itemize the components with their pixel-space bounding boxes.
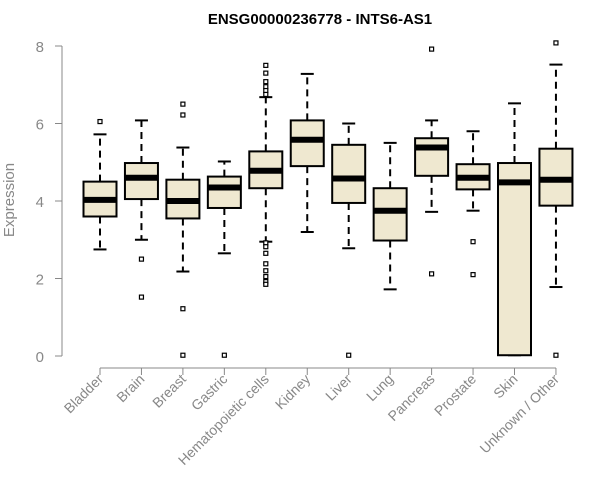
outlier-point bbox=[138, 294, 145, 300]
boxes-group bbox=[82, 40, 574, 358]
x-tick-label: Lung bbox=[363, 371, 396, 404]
outlier-point bbox=[263, 250, 269, 256]
x-tick-label: Kidney bbox=[272, 371, 314, 413]
box-6 bbox=[289, 72, 325, 233]
box-iqr bbox=[414, 137, 450, 177]
box-11 bbox=[497, 102, 532, 357]
x-tick-label: Skin bbox=[490, 371, 521, 402]
y-axis: 0 2 4 6 8 bbox=[36, 39, 63, 366]
x-tick-label: Bladder bbox=[61, 371, 107, 417]
outlier-point bbox=[263, 79, 269, 85]
outlier-point bbox=[263, 91, 269, 98]
y-tick-label: 6 bbox=[36, 117, 44, 134]
y-tick-label: 8 bbox=[36, 39, 44, 56]
outlier-point bbox=[263, 273, 269, 280]
outlier-point bbox=[180, 306, 186, 312]
outlier-point bbox=[263, 281, 269, 287]
outlier-point bbox=[138, 256, 145, 262]
box-3 bbox=[165, 101, 201, 358]
outlier-point bbox=[553, 40, 559, 46]
outlier-point bbox=[346, 352, 352, 358]
y-tick-label: 4 bbox=[36, 194, 44, 211]
outlier-point bbox=[180, 352, 186, 358]
box-4 bbox=[206, 160, 242, 358]
outlier-point bbox=[429, 46, 435, 52]
box-9 bbox=[414, 46, 450, 277]
y-tick-label: 0 bbox=[36, 349, 44, 366]
box-12 bbox=[538, 40, 574, 358]
outlier-point bbox=[263, 70, 269, 76]
box-iqr bbox=[372, 187, 408, 242]
box-1 bbox=[82, 118, 118, 251]
outlier-point bbox=[263, 62, 269, 68]
x-tick-label: Brain bbox=[113, 371, 147, 405]
outlier-point bbox=[180, 112, 186, 118]
box-iqr bbox=[289, 119, 325, 168]
box-2 bbox=[123, 119, 159, 300]
x-tick-label: Prostate bbox=[431, 371, 479, 419]
y-axis-label: Expression bbox=[1, 163, 18, 237]
x-tick-label: Unknown / Other bbox=[476, 371, 562, 457]
outlier-point bbox=[263, 244, 269, 250]
outlier-point bbox=[180, 101, 186, 107]
outlier-point bbox=[470, 272, 476, 278]
x-tick-label: Liver bbox=[322, 371, 355, 404]
outlier-point bbox=[429, 271, 435, 277]
outlier-point bbox=[221, 352, 227, 358]
chart-title: ENSG00000236778 - INTS6-AS1 bbox=[208, 11, 432, 28]
box-iqr bbox=[123, 162, 159, 201]
y-tick-label: 2 bbox=[36, 272, 44, 289]
box-iqr bbox=[497, 162, 532, 357]
x-tick-label: Breast bbox=[149, 371, 189, 411]
outlier-point bbox=[97, 118, 103, 125]
box-iqr bbox=[331, 143, 367, 204]
outlier-point bbox=[263, 268, 269, 274]
box-8 bbox=[372, 141, 408, 291]
outlier-point bbox=[470, 239, 476, 245]
box-iqr bbox=[206, 175, 242, 209]
box-5 bbox=[248, 62, 284, 287]
box-10 bbox=[455, 130, 491, 278]
outlier-point bbox=[553, 352, 559, 358]
box-7 bbox=[331, 122, 367, 358]
outlier-point bbox=[263, 261, 269, 267]
